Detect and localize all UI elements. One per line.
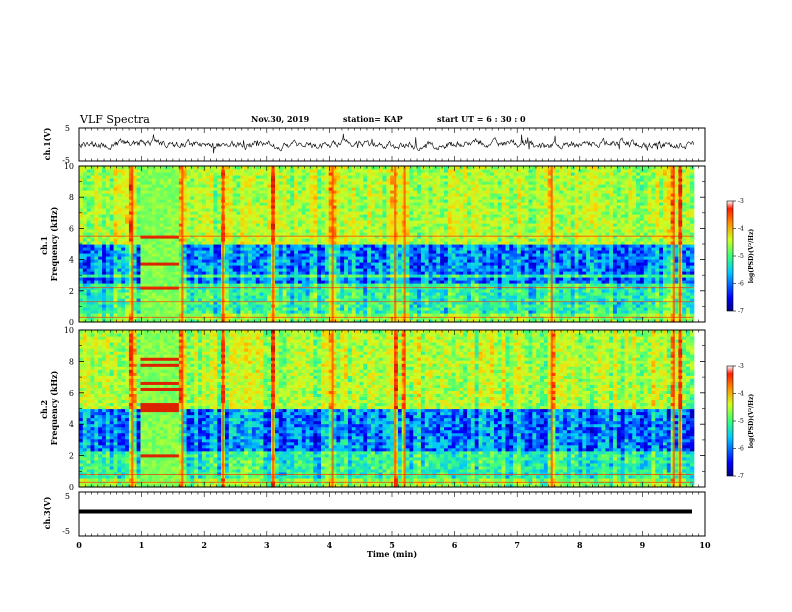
ch2-spec-ylabel-line2: Frequency (kHz) [49,370,59,445]
x-tick-label: 2 [201,540,207,550]
x-tick-label: 4 [327,540,333,550]
cbar2-ticks-label: -6 [738,446,744,453]
x-tick-label: 7 [514,540,520,550]
x-tick-label: 0 [76,540,82,550]
cbar1-ticks-label: -5 [738,253,744,260]
ch1-waveform-trace [78,133,695,154]
ch2-spec-ylabel-line1: ch.2 [39,400,49,419]
spec1-ytick-label: 6 [69,224,74,233]
ch3-ytick-bottom: -5 [62,527,70,536]
ch1-colorbar-label: log(PSD)(V²/Hz) [748,229,755,284]
ch1-ytick-bottom: -5 [62,156,70,165]
ch3-waveform-ylabel: ch.3(V) [42,496,52,529]
ch1-spec-ylabel-line2: Frequency (kHz) [49,206,59,281]
ch3-ytick-top: 5 [65,492,70,501]
ch3-waveform-panel: 5 -5 ch.3(V) [42,491,706,537]
x-tick-label: 10 [699,540,711,550]
x-tick-label: 8 [577,540,583,550]
x-tick-label: 6 [452,540,458,550]
start-time-label: start UT = 6 : 30 : 0 [437,114,526,124]
spec1-ytick-label: 8 [69,193,74,202]
cbar1-ticks-label: -3 [738,198,744,205]
spec2-ytick-label: 10 [64,326,74,335]
ch2-colorbar-label: log(PSD)(V²/Hz) [748,394,755,449]
x-axis-tick-labels: 0 1 2 3 4 5 6 7 8 9 10 [76,540,711,550]
spec1-ytick-label: 10 [64,162,74,171]
spec1-ytick-label: 4 [69,256,74,265]
date-label: Nov.30, 2019 [251,114,310,124]
ch1-spectrogram-heatmap [79,166,705,323]
figure-title: VLF Spectra [79,113,150,126]
x-tick-label: 9 [640,540,646,550]
spec1-ytick-label: 2 [69,287,74,296]
ch1-spec-ylabel-line1: ch.1 [39,236,49,255]
x-axis-ticks [78,128,706,536]
cbar2-ticks-label: -3 [738,363,744,370]
x-tick-label: 5 [389,540,395,550]
ch2-colorbar: -3 -4 -5 -6 -7 log(PSD)(V²/Hz) [726,363,755,480]
cbar1-ticks-label: -4 [738,226,744,233]
cbar2-ticks-label: -5 [738,418,744,425]
ch1-spectrogram-panel: 0 2 4 6 8 10 ch.1 Frequency (kHz) [39,162,706,327]
station-label: station= KAP [343,114,403,124]
ch1-spec-ylabel: ch.1 Frequency (kHz) [39,206,59,281]
x-tick-label: 3 [264,540,270,550]
spec1-ytick-label: 0 [69,318,74,327]
cbar1-ticks-label: -6 [738,281,744,288]
ch2-spectrogram-panel: 0 2 4 6 8 10 ch.2 Frequency (kHz) [39,326,706,492]
cbar1-ticks-label: -7 [738,308,744,315]
ch1-waveform-ylabel: ch.1(V) [42,127,52,160]
spec2-ytick-label: 0 [69,483,74,492]
ch2-spec-ylabel: ch.2 Frequency (kHz) [39,370,59,445]
ch2-spectrogram-heatmap [79,330,705,488]
spec2-ytick-label: 2 [69,452,74,461]
ch1-ytick-top: 5 [65,124,70,133]
x-axis-label: Time (min) [367,549,417,559]
cbar2-ticks-label: -7 [738,473,744,480]
cbar2-ticks-label: -4 [738,391,744,398]
ch1-colorbar: -3 -4 -5 -6 -7 log(PSD)(V²/Hz) [726,198,755,315]
spec2-ytick-label: 8 [69,357,74,366]
spec2-ytick-label: 4 [69,420,74,429]
x-tick-label: 1 [139,540,145,550]
spec2-ytick-label: 6 [69,389,74,398]
